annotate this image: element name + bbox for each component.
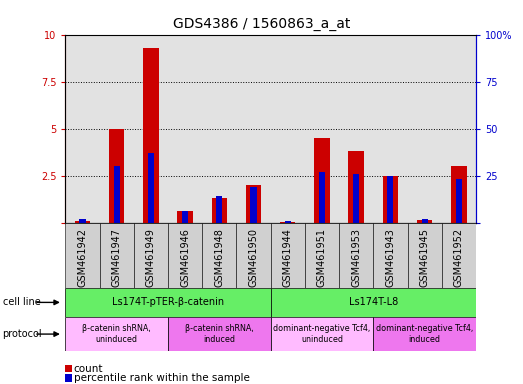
Text: Ls174T-L8: Ls174T-L8 [349,297,398,308]
Bar [422,219,428,223]
Bar [65,35,99,223]
Bar [305,35,339,223]
Bar [148,153,154,223]
Bar [353,174,359,223]
Text: cell line: cell line [3,297,40,308]
Bar [99,223,134,288]
Text: GSM461947: GSM461947 [112,228,122,287]
Bar [236,35,271,223]
Text: β-catenin shRNA,
induced: β-catenin shRNA, induced [185,324,254,344]
Bar [442,35,476,223]
Bar [451,166,467,223]
Bar [417,220,433,223]
Bar [79,219,86,223]
Text: Ls174T-pTER-β-catenin: Ls174T-pTER-β-catenin [112,297,224,308]
Bar [407,35,442,223]
Text: GSM461945: GSM461945 [419,228,429,287]
Text: GSM461943: GSM461943 [385,228,395,287]
Bar [271,223,305,288]
Bar [271,35,305,223]
Bar [271,288,476,317]
Text: GDS4386 / 1560863_a_at: GDS4386 / 1560863_a_at [173,17,350,31]
Bar [314,138,329,223]
Text: GSM461942: GSM461942 [77,228,87,287]
Bar [339,223,373,288]
Bar [373,223,407,288]
Bar [65,317,168,351]
Bar [143,48,158,223]
Text: GSM461952: GSM461952 [454,228,464,287]
Bar [99,35,134,223]
Text: GSM461944: GSM461944 [283,228,293,287]
Text: protocol: protocol [3,329,42,339]
Bar [202,223,236,288]
Text: GSM461949: GSM461949 [146,228,156,287]
Bar [246,185,262,223]
Bar [202,35,236,223]
Bar [251,187,257,223]
Text: GSM461953: GSM461953 [351,228,361,287]
Bar [177,212,193,223]
Text: percentile rank within the sample: percentile rank within the sample [74,373,249,383]
Bar [456,179,462,223]
Bar [373,317,476,351]
Bar [134,35,168,223]
Text: GSM461946: GSM461946 [180,228,190,287]
Bar [134,223,168,288]
Bar [285,221,291,223]
Bar [305,223,339,288]
Bar [383,176,398,223]
Text: count: count [74,364,103,374]
Bar [319,172,325,223]
Bar [212,198,227,223]
Bar [373,35,407,223]
Bar [75,221,90,223]
Text: β-catenin shRNA,
uninduced: β-catenin shRNA, uninduced [82,324,151,344]
Bar [280,222,295,223]
Bar [113,166,120,223]
Bar [388,176,393,223]
Text: GSM461950: GSM461950 [248,228,258,287]
Bar [442,223,476,288]
Bar [168,223,202,288]
Bar [216,196,222,223]
Bar [65,288,271,317]
Text: dominant-negative Tcf4,
induced: dominant-negative Tcf4, induced [376,324,473,344]
Bar [407,223,442,288]
Text: dominant-negative Tcf4,
uninduced: dominant-negative Tcf4, uninduced [274,324,371,344]
Bar [236,223,271,288]
Bar [168,317,271,351]
Bar [109,129,124,223]
Bar [348,151,364,223]
Bar [65,223,99,288]
Bar [271,317,373,351]
Bar [182,212,188,223]
Bar [168,35,202,223]
Text: GSM461951: GSM461951 [317,228,327,287]
Text: GSM461948: GSM461948 [214,228,224,287]
Bar [339,35,373,223]
